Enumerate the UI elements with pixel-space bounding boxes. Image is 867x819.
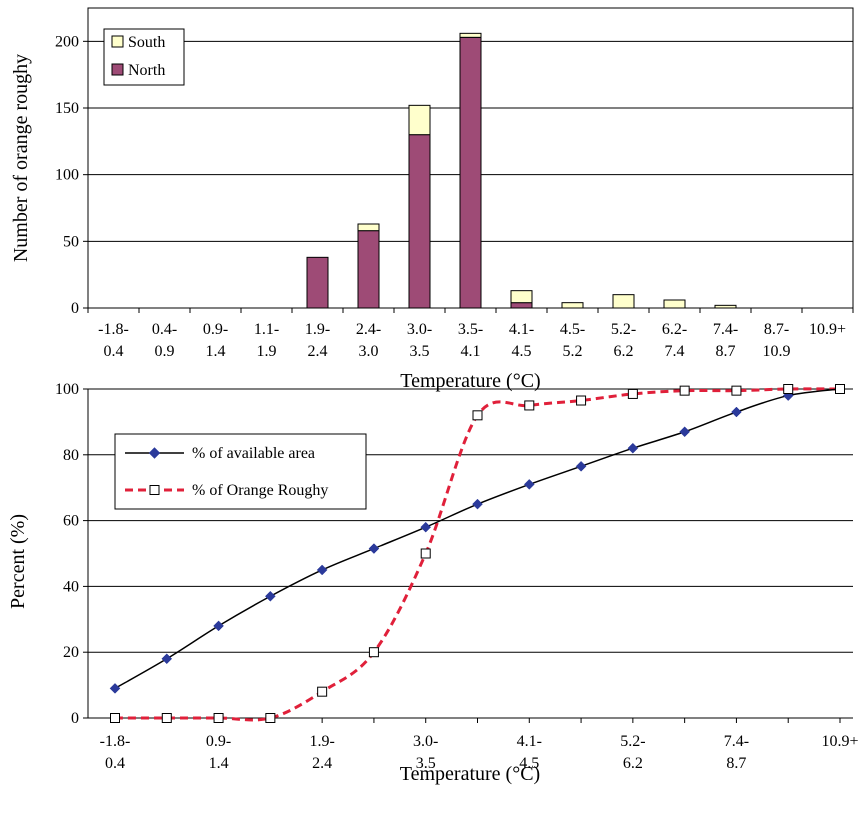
marker-orange-roughy bbox=[731, 385, 742, 396]
bar-north bbox=[306, 256, 329, 309]
series-line-orange-roughy bbox=[115, 387, 841, 722]
legend-marker-available-area bbox=[148, 447, 161, 459]
marker-orange-roughy bbox=[317, 686, 328, 697]
x-tick-label: 0.9-1.4 bbox=[203, 321, 228, 360]
y-tick-label: 50 bbox=[63, 233, 79, 250]
x-tick-label: 0.9-1.4 bbox=[206, 733, 231, 772]
marker-orange-roughy bbox=[679, 385, 690, 396]
line-chart: 0 20 40 60 80 100 -1.8-0.4 0.9-1.4 1.9-2.4 3.0-3.… bbox=[7, 381, 859, 785]
legend-box bbox=[114, 433, 367, 510]
legend: South North bbox=[103, 28, 185, 86]
marker-available-area bbox=[575, 460, 587, 472]
y-tick-label: 200 bbox=[55, 33, 79, 50]
legend: % of available area % of Orange Roughy bbox=[114, 433, 367, 510]
legend-label-north: North bbox=[128, 62, 165, 79]
x-tick-label: 3.0-3.5 bbox=[413, 733, 438, 772]
marker-available-area bbox=[679, 426, 690, 438]
marker-available-area bbox=[109, 683, 121, 694]
bar-south bbox=[357, 223, 380, 232]
bar-north bbox=[357, 230, 380, 309]
marker-orange-roughy bbox=[265, 713, 276, 723]
marker-orange-roughy bbox=[161, 713, 172, 723]
x-tick-label: 4.1-4.5 bbox=[509, 321, 534, 360]
marker-orange-roughy bbox=[213, 713, 224, 723]
marker-orange-roughy bbox=[627, 388, 638, 399]
bar-south bbox=[714, 304, 737, 309]
x-tick-label: -1.8-0.4 bbox=[100, 733, 131, 772]
y-tick-label: 0 bbox=[71, 710, 79, 727]
marker-orange-roughy bbox=[110, 713, 120, 723]
x-tick-label: 10.9+ bbox=[821, 733, 858, 750]
legend-label-south: South bbox=[128, 34, 165, 51]
y-tick-label: 0 bbox=[71, 300, 79, 317]
x-tick-label: 3.0-3.5 bbox=[407, 321, 432, 360]
marker-available-area bbox=[213, 620, 224, 632]
x-tick-label: 7.4-8.7 bbox=[713, 321, 738, 360]
marker-orange-roughy bbox=[420, 548, 431, 559]
y-tick-label: 100 bbox=[55, 381, 79, 398]
bar-south bbox=[510, 290, 533, 304]
x-tick-label: 1.9-2.4 bbox=[305, 321, 330, 360]
legend-label-available-area: % of available area bbox=[192, 445, 315, 462]
y-tick-label: 20 bbox=[63, 644, 79, 661]
marker-orange-roughy bbox=[783, 384, 794, 394]
marker-available-area bbox=[368, 543, 380, 554]
marker-available-area bbox=[472, 498, 483, 510]
marker-available-area bbox=[265, 590, 276, 602]
x-tick-label: 7.4-8.7 bbox=[724, 733, 749, 772]
y-axis-title: Number of orange roughy bbox=[10, 54, 32, 262]
x-tick-label: 4.1-4.5 bbox=[517, 733, 542, 772]
x-tick-label: 0.4-0.9 bbox=[152, 321, 177, 360]
marker-orange-roughy bbox=[368, 647, 379, 658]
x-tick-label: 1.1-1.9 bbox=[254, 321, 279, 360]
bar-south bbox=[459, 32, 482, 38]
stacked-bar-chart: 0 50 100 150 200 -1.8-0.4 0.4-0.9 0.9-1.4 1.1-1.… bbox=[10, 7, 854, 392]
marker-available-area bbox=[316, 564, 328, 576]
y-tick-label: 40 bbox=[63, 578, 79, 595]
bar-north bbox=[510, 302, 533, 309]
x-tick-label: 4.5-5.2 bbox=[560, 321, 585, 360]
marker-available-area bbox=[523, 479, 535, 490]
marker-available-area bbox=[161, 653, 173, 665]
bar-south bbox=[561, 302, 584, 309]
x-tick-label: 1.9-2.4 bbox=[309, 733, 334, 772]
bar-north bbox=[408, 134, 431, 309]
y-tick-label: 80 bbox=[63, 447, 79, 464]
x-tick-label: 2.4-3.0 bbox=[356, 321, 381, 360]
x-axis-title: Temperature (°C) bbox=[400, 370, 540, 392]
marker-orange-roughy bbox=[472, 410, 483, 421]
marker-available-area bbox=[627, 442, 639, 454]
y-axis-title: Percent (%) bbox=[7, 514, 29, 609]
x-tick-label: 10.9+ bbox=[809, 321, 846, 338]
x-tick-label: 3.5-4.1 bbox=[458, 321, 483, 360]
x-tick-label: -1.8-0.4 bbox=[98, 321, 129, 360]
y-tick-label: 150 bbox=[55, 100, 79, 117]
y-tick-label: 100 bbox=[55, 167, 79, 184]
x-tick-label: 6.2-7.4 bbox=[662, 321, 687, 360]
marker-available-area bbox=[731, 406, 742, 418]
x-axis-title: Temperature (°C) bbox=[400, 763, 540, 785]
marker-orange-roughy bbox=[576, 395, 587, 406]
x-tick-label: 5.2-6.2 bbox=[611, 321, 636, 360]
marker-available-area bbox=[420, 521, 432, 533]
y-tick-label: 60 bbox=[63, 513, 79, 530]
legend-swatch-south bbox=[111, 35, 124, 48]
marker-orange-roughy bbox=[524, 400, 535, 411]
bar-south bbox=[663, 299, 686, 309]
legend-swatch-north bbox=[111, 63, 124, 76]
marker-orange-roughy bbox=[835, 384, 845, 394]
bar-north bbox=[459, 36, 482, 309]
bar-south bbox=[408, 104, 431, 136]
legend-marker-orange-roughy bbox=[149, 485, 160, 495]
legend-label-orange-roughy: % of Orange Roughy bbox=[192, 482, 328, 499]
bar-south bbox=[612, 294, 635, 309]
x-tick-label: 5.2-6.2 bbox=[620, 733, 645, 772]
x-tick-label: 8.7-10.9 bbox=[763, 321, 791, 360]
